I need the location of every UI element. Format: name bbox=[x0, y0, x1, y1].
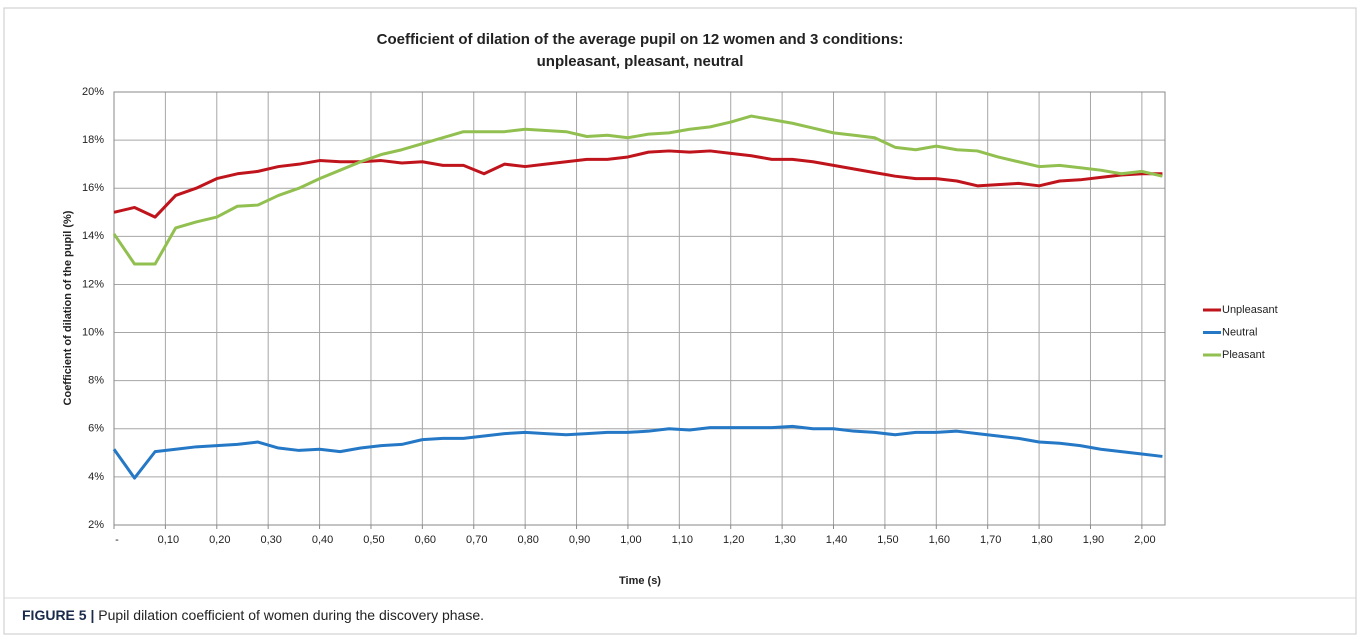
x-tick-label: 0,70 bbox=[466, 534, 487, 546]
caption-text: Pupil dilation coefficient of women duri… bbox=[98, 607, 484, 623]
x-tick-label: 0,50 bbox=[363, 534, 384, 546]
x-tick-label: 0,30 bbox=[260, 534, 281, 546]
x-tick-label: 1,40 bbox=[826, 534, 847, 546]
figure-border bbox=[3, 7, 1357, 635]
y-tick-label: 18% bbox=[82, 134, 104, 146]
x-tick-label: 1,70 bbox=[980, 534, 1001, 546]
y-tick-label: 4% bbox=[88, 471, 104, 483]
series-line bbox=[113, 149, 1163, 219]
x-tick-label: 1,30 bbox=[774, 534, 795, 546]
x-tick-label: 0,10 bbox=[158, 534, 179, 546]
x-tick-label: 1,50 bbox=[877, 534, 898, 546]
legend-label: Unpleasant bbox=[1222, 304, 1278, 316]
legend-label: Neutral bbox=[1222, 326, 1257, 338]
x-tick-label: 1,60 bbox=[929, 534, 950, 546]
x-tick-label: 1,00 bbox=[620, 534, 641, 546]
chart-title: Coefficient of dilation of the average p… bbox=[377, 31, 904, 48]
y-tick-label: 8% bbox=[88, 375, 104, 387]
caption-label: FIGURE 5 | bbox=[22, 607, 94, 623]
y-tick-label: 6% bbox=[88, 423, 104, 435]
series-line bbox=[112, 424, 1163, 480]
x-axis-label: Time (s) bbox=[619, 575, 661, 587]
x-tick-label: 1,80 bbox=[1031, 534, 1052, 546]
x-tick-label: 2,00 bbox=[1134, 534, 1155, 546]
chart-subtitle: unpleasant, pleasant, neutral bbox=[537, 53, 744, 70]
series-line bbox=[112, 114, 1163, 266]
x-tick-label: - bbox=[115, 534, 119, 546]
y-tick-label: 16% bbox=[82, 182, 104, 194]
x-tick-label: 0,40 bbox=[312, 534, 333, 546]
x-tick-label: 1,20 bbox=[723, 534, 744, 546]
y-tick-label: 20% bbox=[82, 86, 104, 98]
x-tick-label: 1,90 bbox=[1083, 534, 1104, 546]
y-tick-label: 12% bbox=[82, 278, 104, 290]
caption: FIGURE 5 | Pupil dilation coefficient of… bbox=[22, 607, 484, 623]
y-axis-label: Coefficient of dilation of the pupil (%) bbox=[62, 210, 74, 405]
legend-label: Pleasant bbox=[1222, 349, 1265, 361]
plot-frame bbox=[113, 91, 1166, 526]
y-tick-label: 2% bbox=[88, 519, 104, 531]
x-tick-label: 0,80 bbox=[517, 534, 538, 546]
x-tick-label: 0,20 bbox=[209, 534, 230, 546]
x-tick-label: 1,10 bbox=[672, 534, 693, 546]
x-tick-label: 0,90 bbox=[569, 534, 590, 546]
x-tick-label: 0,60 bbox=[415, 534, 436, 546]
y-tick-label: 14% bbox=[82, 230, 104, 242]
y-tick-label: 10% bbox=[82, 326, 104, 338]
